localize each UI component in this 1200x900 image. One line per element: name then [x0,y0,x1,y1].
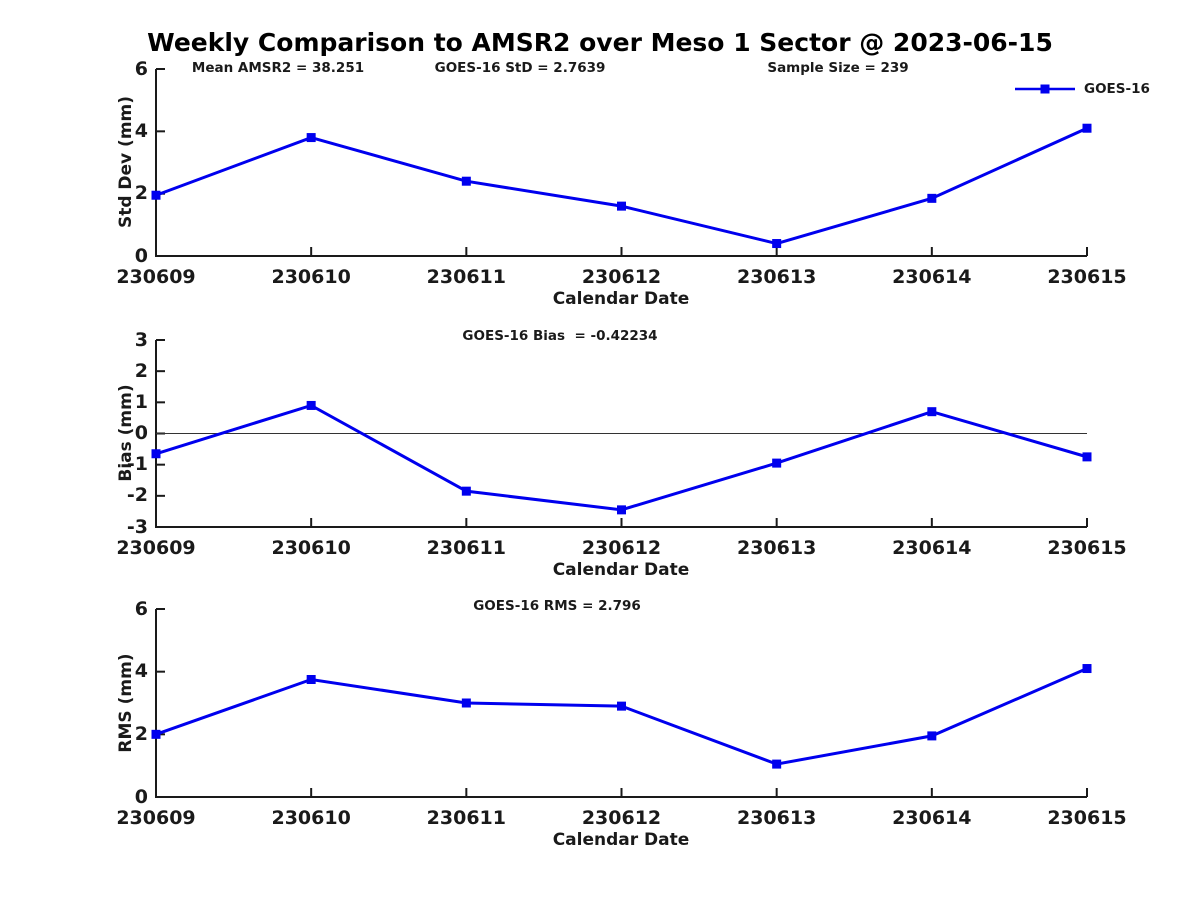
data-point-marker [1082,452,1092,462]
x-tick-label: 230609 [116,266,196,288]
data-point-marker [1082,123,1092,133]
data-point-marker [151,729,161,739]
data-point-marker [772,458,782,468]
data-point-marker [617,201,626,211]
x-tick-label: 230614 [892,807,972,829]
data-point-marker [772,239,782,249]
y-tick-label: 2 [134,722,148,745]
data-point-marker [1082,664,1092,674]
y-tick-label: 4 [134,660,148,683]
x-tick-label: 230613 [736,807,817,829]
x-tick-label: 230614 [892,266,972,288]
xlabel-plot2: Calendar Date [552,560,690,580]
chart-title: Weekly Comparison to AMSR2 over Meso 1 S… [147,28,1053,57]
goes16-bias-annotation: GOES-16 Bias = -0.42234 [462,328,658,344]
y-tick-label: 2 [134,359,148,382]
data-point-marker [151,190,161,200]
data-point-marker [927,193,937,203]
mean-amsr2-annotation: Mean AMSR2 = 38.251 [191,60,365,76]
y-tick-label: 6 [134,597,148,620]
data-point-marker [306,400,316,410]
y-tick-label: -2 [126,484,148,507]
xlabel-plot3: Calendar Date [552,830,690,850]
data-line-rms [155,667,1088,766]
xlabel-plot1: Calendar Date [552,289,690,309]
data-point-marker [617,505,626,515]
data-point-marker [151,449,161,459]
y-tick-label: 3 [134,328,148,351]
legend: GOES-16 [1012,80,1150,98]
y-tick-label: 1 [134,390,148,413]
x-tick-label: 230611 [426,537,506,559]
data-point-marker [306,675,316,684]
plot-std-dev-axes [155,69,1087,257]
x-tick-label: 230615 [1047,537,1127,559]
y-tick-label: 0 [134,785,148,808]
data-point-marker [461,698,471,708]
legend-line-icon [1015,84,1075,94]
x-tick-label: 230613 [736,266,817,288]
data-point-marker [461,486,471,496]
y-tick-label: 0 [134,422,148,444]
sample-size-annotation: Sample Size = 239 [767,60,909,76]
data-point-marker [927,407,937,417]
data-point-marker [772,759,782,769]
y-tick-label: -3 [126,515,148,538]
goes16-std-annotation: GOES-16 StD = 2.7639 [434,60,606,76]
data-line-std-dev [155,126,1088,246]
x-tick-label: 230610 [271,266,351,288]
data-point-marker [927,731,937,741]
data-point-marker [617,701,626,711]
x-tick-label: 230612 [581,537,662,559]
y-tick-label: 2 [134,182,148,205]
y-tick-label: 0 [134,244,148,267]
x-tick-label: 230615 [1047,807,1127,829]
x-tick-label: 230611 [426,807,506,829]
legend-label: GOES-16 [1084,81,1150,97]
ylabel-std-dev: Std Dev (mm) [116,95,136,229]
x-tick-label: 230610 [271,807,351,829]
data-point-marker [461,176,471,186]
x-tick-label: 230609 [116,807,196,829]
x-tick-label: 230612 [581,807,662,829]
x-tick-label: 230614 [892,537,972,559]
goes16-rms-annotation: GOES-16 RMS = 2.796 [473,598,641,614]
y-tick-label: 6 [134,57,148,80]
x-tick-label: 230610 [271,537,351,559]
data-line-bias [155,403,1088,512]
x-tick-label: 230611 [426,266,506,288]
x-tick-label: 230615 [1047,266,1127,288]
y-tick-label: -1 [126,453,148,476]
x-tick-label: 230609 [116,537,196,559]
x-tick-label: 230613 [736,537,817,559]
y-tick-label: 4 [134,119,148,142]
x-tick-label: 230612 [581,266,662,288]
data-point-marker [306,133,316,143]
